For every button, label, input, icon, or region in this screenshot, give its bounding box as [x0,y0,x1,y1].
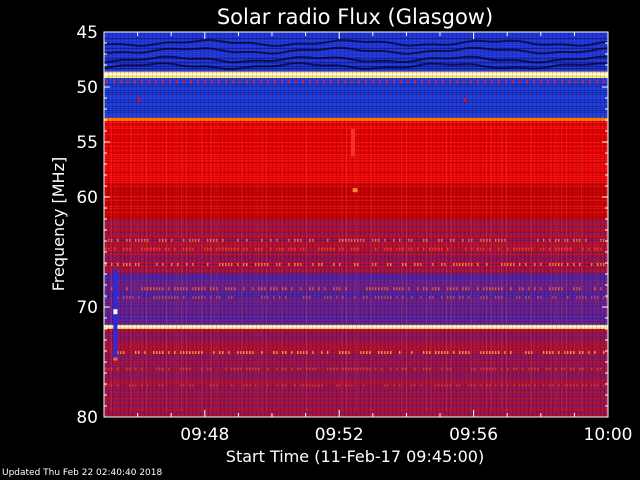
red-spot [137,98,141,102]
x-tick-label: 09:52 [315,425,364,445]
y-tick-label: 70 [76,298,98,318]
updated-timestamp: Updated Thu Feb 22 02:40:40 2018 [2,468,163,478]
burst-column [350,128,355,157]
y-tick-label: 45 [76,23,98,43]
y-tick-label: 50 [76,78,98,98]
x-tick-label: 09:56 [449,425,498,445]
x-tick-label: 09:48 [180,425,229,445]
y-tick-label: 55 [76,133,98,153]
spectrogram-plot [103,31,609,418]
vertical-artefact-bright [113,309,118,315]
y-axis: 45 50 55 60 70 80 [76,23,608,428]
x-tick-label: 10:00 [584,425,633,445]
chart-title: Solar radio Flux (Glasgow) [217,5,493,29]
texture-overlay [104,32,608,417]
plot-frame [103,31,609,418]
x-axis-label: Start Time (11-Feb-17 09:45:00) [226,447,484,466]
red-spot [463,98,467,102]
y-axis-label: Frequency [MHz] [49,157,68,291]
y-tick-label: 80 [76,408,98,428]
x-axis: 09:48 09:52 09:56 10:00 [137,32,633,445]
y-tick-label: 60 [76,188,98,208]
vertical-artefact-tail [113,357,118,361]
burst-spot [352,188,358,193]
